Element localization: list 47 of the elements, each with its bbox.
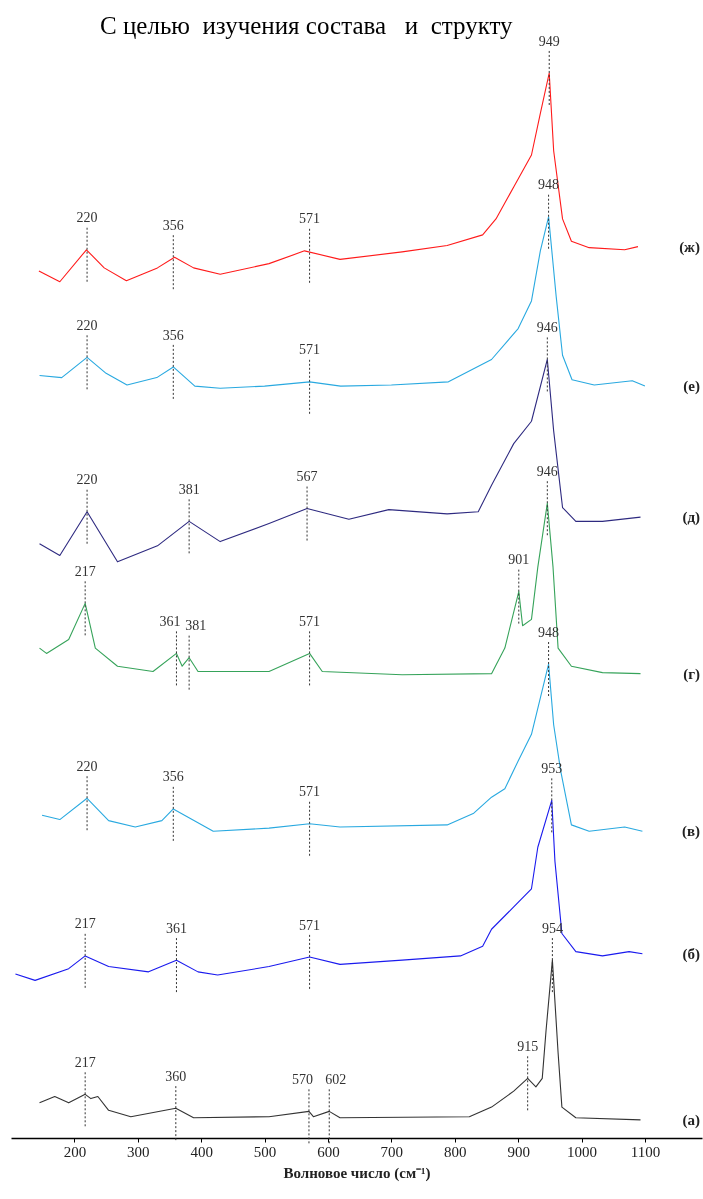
annotation: 949 [538,33,560,49]
annotation: 361 [165,920,187,936]
x-tick-label: 800 [444,1143,467,1160]
annotation: 217 [74,1054,96,1070]
x-tick-label: 200 [63,1143,87,1160]
annotation: 356 [162,769,184,785]
x-tick-label: 700 [380,1143,404,1160]
annotation: 361 [159,613,181,629]
text: (в) [681,823,700,841]
x-tick-label: 500 [253,1143,277,1160]
annotation: 571 [299,784,321,800]
annotation: 567 [296,469,318,485]
x-tick-label: 300 [127,1143,150,1160]
annotation: 571 [299,917,321,933]
x-tick-label: 900 [507,1143,530,1160]
text: (б) [682,945,700,963]
text: (г) [683,665,700,683]
annotation: 946 [536,463,558,479]
annotation: 602 [325,1071,347,1087]
x-tick-label: 400 [190,1143,213,1160]
x-tick-label: 600 [317,1143,340,1160]
x-tick-label: 1100 [630,1143,661,1160]
annotation: 901 [508,552,530,568]
annotation: 217 [74,916,96,932]
annotation: 381 [185,618,207,634]
annotation: 571 [299,613,321,629]
x-axis-title: Волновое число (см⁻¹) [283,1164,431,1182]
annotation: 915 [517,1038,539,1054]
text: (е) [683,378,700,396]
x-tick-label: 1000 [567,1143,598,1160]
text: (а) [682,1111,700,1129]
annotation: 220 [76,317,98,333]
text: (д) [682,509,700,527]
annotation: 570 [291,1071,313,1087]
annotation: 356 [162,327,184,343]
text: С целью изучения состава и структу [100,12,513,40]
annotation: 220 [76,472,98,488]
annotation: 946 [536,320,558,336]
annotation: 217 [74,563,96,579]
annotation: 571 [299,211,321,227]
text: (ж) [679,238,700,256]
annotation: 220 [76,210,98,226]
annotation: 356 [162,217,184,233]
annotation: 220 [76,758,98,774]
annotation: 571 [299,342,321,358]
annotation: 360 [165,1068,187,1084]
annotation: 381 [178,481,200,497]
